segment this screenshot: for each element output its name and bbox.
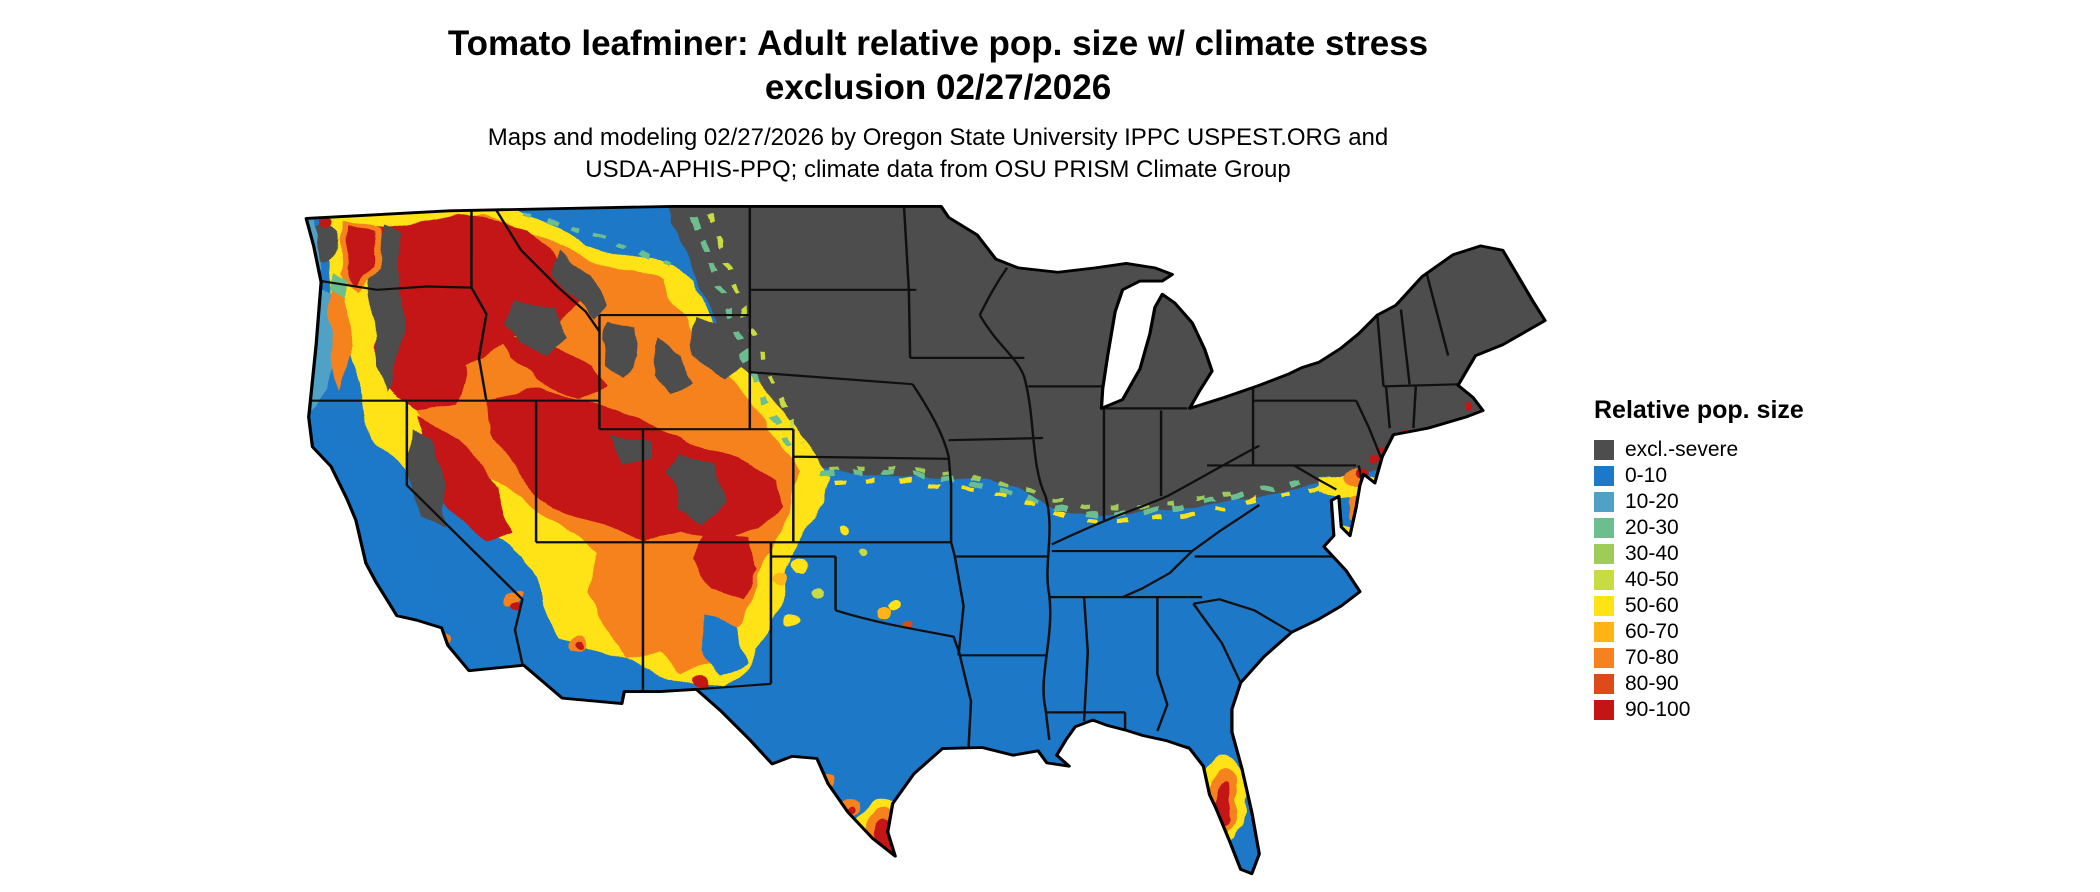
legend-swatch-60-70 xyxy=(1594,622,1614,642)
map-title-line2: exclusion 02/27/2026 xyxy=(764,67,1112,107)
legend-label: 0-10 xyxy=(1625,464,1668,487)
us-outline xyxy=(304,204,1547,876)
map-title: Tomato leafminer: Adult relative pop. si… xyxy=(0,22,1876,110)
legend-item: 10-20 xyxy=(1594,489,1804,515)
zone-puget-red xyxy=(347,226,378,288)
legend-item: 50-60 xyxy=(1594,593,1804,619)
us-map xyxy=(300,202,1555,888)
legend-item: 20-30 xyxy=(1594,515,1804,541)
hotspot-nj-1 xyxy=(1368,456,1379,466)
zone-west-red-snake xyxy=(496,331,609,398)
transition-band-yellow xyxy=(834,478,1367,524)
hotspot-la-1 xyxy=(424,626,437,638)
legend-label: excl.-severe xyxy=(1625,438,1739,461)
map-subtitle-line1: Maps and modeling 02/27/2026 by Oregon S… xyxy=(487,124,1389,151)
legend-swatch-40-50 xyxy=(1594,570,1614,590)
legend-item: 0-10 xyxy=(1594,463,1804,489)
legend-swatch-0-10 xyxy=(1594,466,1614,486)
legend-swatch-10-20 xyxy=(1594,492,1614,512)
legend-swatch-90-100 xyxy=(1594,700,1614,720)
zone-nm-valley-blue xyxy=(700,614,745,674)
zone-vegas-blue xyxy=(495,552,523,577)
legend-label: 60-70 xyxy=(1625,620,1679,643)
legend-label: 20-30 xyxy=(1625,516,1679,539)
map-title-line1: Tomato leafminer: Adult relative pop. si… xyxy=(447,24,1429,63)
legend-swatch-80-90 xyxy=(1594,674,1614,694)
legend-label: 80-90 xyxy=(1625,672,1679,695)
map-subtitle-line2: USDA-APHIS-PPQ; climate data from OSU PR… xyxy=(585,156,1291,184)
legend-swatch-50-60 xyxy=(1594,596,1614,616)
hotspot-florida-red xyxy=(1215,783,1234,828)
patch-colorado-rockies xyxy=(670,452,723,525)
transition-nw-montana xyxy=(522,213,672,268)
speck-panhandle-2 xyxy=(809,586,825,600)
speck-panhandle-4 xyxy=(773,574,786,586)
speck-oklahoma-2 xyxy=(901,619,912,628)
legend: Relative pop. size excl.-severe 0-10 10-… xyxy=(1594,396,1804,723)
legend-label: 70-80 xyxy=(1625,646,1679,669)
hotspot-nyc-orange xyxy=(1393,434,1404,444)
legend-title: Relative pop. size xyxy=(1594,396,1804,424)
speck-kansas-2 xyxy=(856,548,867,558)
raster-layer xyxy=(306,206,1546,874)
patch-sierra xyxy=(406,430,450,530)
legend-label: 40-50 xyxy=(1625,568,1679,591)
speck-panhandle-1 xyxy=(790,558,809,575)
map-subtitle: Maps and modeling 02/27/2026 by Oregon S… xyxy=(0,122,1876,187)
legend-swatch-20-30 xyxy=(1594,518,1614,538)
legend-label: 10-20 xyxy=(1625,490,1679,513)
patch-bighorn xyxy=(652,342,691,393)
legend-label: 50-60 xyxy=(1625,594,1679,617)
us-map-svg xyxy=(304,204,1547,876)
transition-montana-teal xyxy=(692,218,793,447)
legend-item: 40-50 xyxy=(1594,567,1804,593)
legend-item: 70-80 xyxy=(1594,645,1804,671)
zone-west-red-nevada xyxy=(416,419,509,541)
legend-item: 30-40 xyxy=(1594,541,1804,567)
transition-band-teal xyxy=(821,469,1372,517)
patch-yellowstone xyxy=(598,326,641,378)
hotspot-norfolk-amber xyxy=(1336,532,1347,542)
speck-panhandle-3 xyxy=(784,614,800,628)
legend-label: 30-40 xyxy=(1625,542,1679,565)
legend-swatch-30-40 xyxy=(1594,544,1614,564)
legend-label: 90-100 xyxy=(1625,698,1691,721)
speck-oklahoma-1 xyxy=(876,608,892,622)
legend-item: 80-90 xyxy=(1594,671,1804,697)
patch-n-rockies xyxy=(552,250,609,323)
patch-ne-wyoming xyxy=(692,320,748,383)
hotspot-capecod-1 xyxy=(1463,402,1473,410)
hotspot-elpaso-red xyxy=(692,675,708,689)
speck-kansas-1 xyxy=(838,525,851,537)
legend-item: 90-100 xyxy=(1594,697,1804,723)
zone-california-blue xyxy=(307,412,524,672)
legend-item: excl.-severe xyxy=(1594,437,1804,463)
hotspot-coloradoriver-orange xyxy=(505,589,523,605)
speck-oklahoma-3 xyxy=(887,600,901,612)
zone-willamette xyxy=(327,289,350,395)
legend-swatch-excl-severe xyxy=(1594,440,1614,460)
zone-west-red-nm xyxy=(697,529,758,600)
legend-item: 60-70 xyxy=(1594,619,1804,645)
legend-swatch-70-80 xyxy=(1594,648,1614,668)
patch-c-idaho xyxy=(506,298,566,356)
hotspot-phoenix-red xyxy=(575,643,586,653)
